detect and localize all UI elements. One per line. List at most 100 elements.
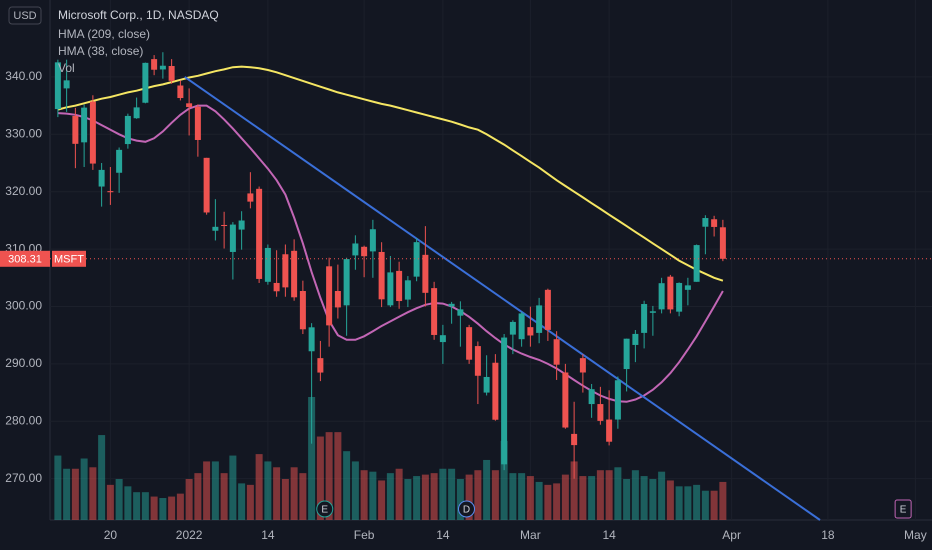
candles (54, 52, 726, 479)
volume-bar (255, 454, 263, 520)
volume-bar (491, 470, 499, 520)
candle-body (649, 311, 656, 313)
volume-bar (500, 440, 508, 520)
volume-bar (229, 455, 237, 520)
volume-bar (614, 467, 622, 520)
volume-bar (360, 470, 368, 520)
x-tick-label: 14 (436, 528, 450, 542)
candle-body (693, 245, 700, 282)
event-label[interactable]: E (900, 505, 907, 516)
volume-bar (701, 490, 709, 520)
volume-bar (649, 479, 657, 520)
volume-bar (203, 461, 211, 520)
y-tick-label: 320.00 (5, 184, 42, 198)
volume-bar (719, 481, 727, 520)
indicators (57, 65, 821, 521)
candle-body (212, 226, 219, 231)
volume-bar (281, 479, 289, 520)
volume-bar (316, 436, 324, 520)
candle-body (317, 358, 324, 373)
volume-bar (430, 473, 438, 520)
axes: 270.00280.00290.00300.00310.00320.00330.… (0, 69, 932, 542)
y-tick-label: 290.00 (5, 356, 42, 370)
volume-bar (526, 476, 534, 520)
candle-body (492, 362, 499, 420)
volume-bar (308, 397, 316, 520)
candle-body (483, 376, 490, 393)
volume-bar (71, 468, 79, 520)
volume-bar (98, 435, 106, 520)
volume-bar (535, 481, 543, 520)
volume-bar (150, 496, 158, 520)
candle-body (448, 303, 455, 307)
candle-body (238, 220, 245, 230)
candle-body (422, 254, 429, 293)
candle-body (168, 66, 175, 81)
event-marker[interactable] (458, 500, 475, 518)
candle-body (159, 65, 166, 70)
event-marker[interactable] (316, 500, 334, 518)
candle-body (247, 193, 254, 202)
candle-body (124, 115, 131, 145)
candle-body (597, 404, 604, 421)
volume-bar (640, 476, 648, 520)
volume-bar (439, 468, 447, 520)
volume-bar (710, 490, 718, 520)
candle-body (658, 283, 665, 310)
y-tick-label: 270.00 (5, 471, 42, 485)
legend-entry[interactable]: HMA (209, close) (58, 27, 150, 41)
candle-body (396, 270, 403, 302)
volume-bar (80, 458, 88, 520)
volume-bar (684, 486, 692, 520)
event-label[interactable]: E (321, 505, 328, 516)
event-label[interactable]: D (463, 505, 470, 516)
candle-body (466, 327, 473, 360)
candle-body (151, 59, 158, 70)
candle-body (676, 282, 683, 312)
volume-bar (325, 432, 333, 520)
candle-body (387, 272, 394, 306)
volume-bar (474, 470, 482, 520)
candle-body (536, 305, 543, 333)
candle-body (81, 107, 88, 143)
legend-entry[interactable]: HMA (38, close) (58, 44, 143, 58)
candle-body (518, 313, 525, 340)
last-price-box (0, 250, 50, 267)
volume-bar (666, 480, 674, 520)
currency-button[interactable] (8, 6, 42, 25)
x-tick-label: Feb (354, 528, 375, 542)
candle-body (667, 276, 674, 310)
volume-bar (159, 498, 167, 520)
volume (54, 397, 727, 520)
candle-body (221, 224, 228, 226)
candle-body (378, 251, 385, 300)
symbol-box (52, 250, 86, 267)
indicator-line (57, 65, 724, 282)
candle-body (177, 85, 184, 99)
candle-body (186, 103, 193, 108)
candle-body (404, 280, 411, 300)
legend-entry[interactable]: Vol (58, 61, 75, 75)
candle-body (63, 80, 70, 89)
volume-bar (570, 461, 578, 520)
volume-bar (141, 492, 149, 520)
volume-bar (579, 476, 587, 520)
candle-body (273, 282, 280, 292)
event-marker[interactable] (894, 499, 912, 519)
volume-bar (133, 492, 141, 520)
x-tick-label: 18 (821, 528, 835, 542)
candle-body (256, 188, 263, 279)
candle-body (457, 309, 464, 316)
volume-bar (623, 479, 631, 520)
volume-bar (106, 484, 114, 520)
x-tick-label: Apr (722, 528, 741, 542)
volume-bar (334, 432, 342, 520)
candle-body (641, 304, 648, 333)
candle-body (614, 380, 621, 420)
volume-bar (299, 473, 307, 520)
currency[interactable]: USD (13, 10, 36, 22)
x-tick-label: 14 (602, 528, 616, 542)
volume-bar (675, 486, 683, 520)
volume-bar (465, 474, 473, 520)
candle-body (369, 229, 376, 252)
